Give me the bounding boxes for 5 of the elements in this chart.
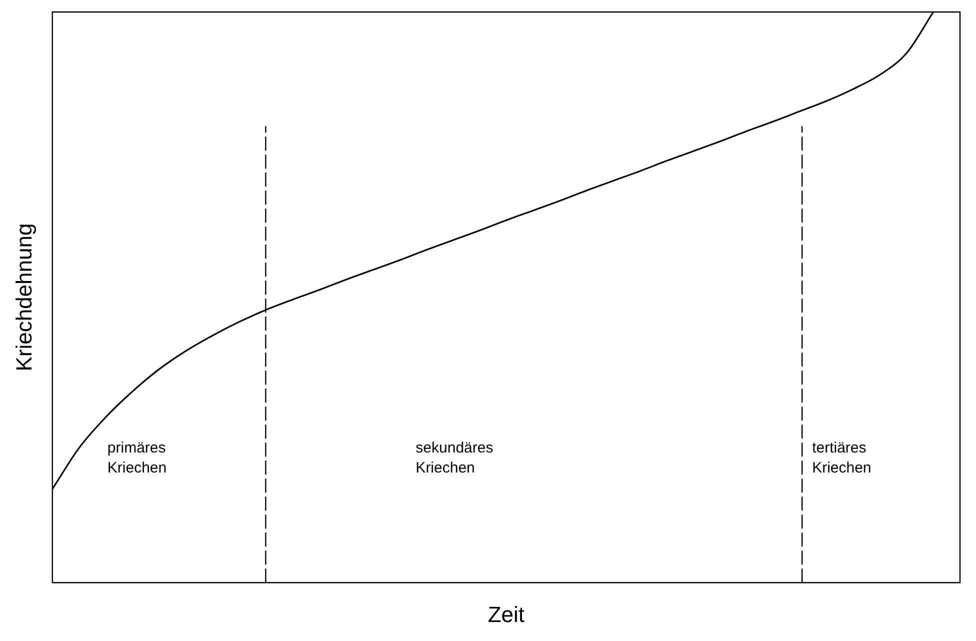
y-axis-title: Kriechdehnung	[11, 223, 36, 372]
annotation: sekundäres Kriechen	[416, 440, 494, 477]
annotation: primäres Kriechen	[107, 440, 167, 477]
annotation: tertiäres Kriechen	[812, 440, 872, 477]
x-axis-title: Zeit	[488, 602, 525, 627]
